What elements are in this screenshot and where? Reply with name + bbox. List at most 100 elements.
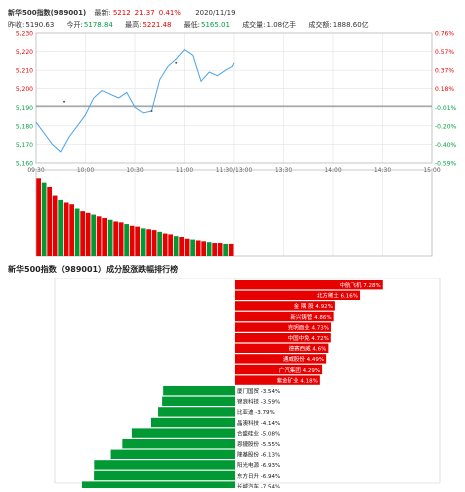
x-tick-label: 13:30 — [275, 167, 292, 174]
y-tick-label: 5,180 — [16, 123, 33, 130]
latest-label: 最新: — [94, 9, 111, 17]
high-label: 最高: — [125, 21, 142, 29]
x-tick-label: 10:30 — [126, 167, 143, 174]
volume-bar — [113, 221, 118, 256]
ranking-chart: 中航飞机 7.28% 北方稀土 6.16% 金 隅 股 4.92% 新兴铸管 4.86… — [54, 278, 441, 488]
amount-label: 成交额: — [308, 21, 332, 29]
volume-bar — [63, 202, 69, 256]
volume-bar — [102, 218, 107, 256]
bar-label: 德赛西威 4.6% — [289, 345, 327, 353]
volume-bar — [190, 239, 195, 256]
volume-bar — [36, 178, 41, 256]
bar-2 — [235, 290, 361, 300]
volume-bar — [168, 234, 173, 256]
bar-15 — [131, 428, 235, 438]
volume-label: 成交量: — [242, 21, 266, 29]
bar-13 — [158, 407, 235, 417]
change-value: 21.37 — [134, 9, 155, 17]
x-tick-label: 14:30 — [374, 167, 391, 174]
bar-label: 克明面业 4.73% — [288, 323, 329, 331]
price-line — [35, 49, 235, 153]
bar-8 — [235, 354, 327, 364]
volume-value: 1.08亿手 — [266, 21, 297, 29]
x-tick-label: 11:30/13:00 — [216, 167, 253, 174]
header-row-2: 昨收:5190.63 今开:5178.84 最高:5221.48 最低:5165… — [8, 20, 375, 30]
volume-bar — [140, 228, 146, 256]
bar-label: 阳光电源 -6.93% — [237, 461, 280, 469]
x-tick-label: 11:00 — [176, 167, 193, 174]
prev-close-label: 昨收: — [8, 21, 25, 29]
y-tick-label: 5,200 — [16, 86, 33, 93]
volume-bar — [173, 236, 179, 256]
bar-11 — [163, 386, 235, 396]
bar-20 — [81, 481, 235, 488]
date: 2020/11/19 — [195, 9, 236, 17]
low-value: 5165.01 — [201, 21, 230, 29]
bar-label: 厦门国贸 -3.54% — [237, 387, 280, 395]
ranking-title: 新华500指数（989001）成分股涨跌幅排行榜 — [8, 265, 179, 274]
volume-bar — [47, 186, 52, 256]
y-tick-label: 5,170 — [16, 142, 33, 149]
volume-bar — [96, 216, 102, 256]
volume-bar — [129, 225, 135, 256]
y-tick-label: 5,210 — [16, 68, 33, 75]
volume-bar — [162, 233, 168, 256]
price-marker — [63, 100, 66, 103]
volume-bar — [151, 230, 157, 256]
volume-bar — [69, 204, 74, 256]
y-tick-label: 5,160 — [16, 161, 33, 168]
y-right-tick-label: 0.57% — [435, 49, 454, 56]
bar-12 — [162, 396, 235, 406]
bar-19 — [94, 470, 235, 481]
plot-frame — [35, 32, 433, 164]
volume-bar — [118, 222, 124, 256]
volume-bar — [80, 211, 85, 256]
volume-bar — [223, 243, 228, 256]
bar-label: 锦浪科技 -3.59% — [237, 398, 280, 406]
low-label: 最低: — [183, 21, 200, 29]
volume-bar — [206, 242, 212, 256]
open-label: 今开: — [66, 21, 83, 29]
price-marker — [175, 61, 178, 64]
volume-bar — [179, 237, 184, 256]
volume-bar — [107, 219, 113, 256]
bar-label: 新兴铸管 4.86% — [290, 313, 331, 321]
volume-bar — [124, 224, 129, 256]
volume-bar — [58, 199, 63, 256]
bar-label: 金 隅 股 4.92% — [294, 302, 333, 310]
bar-5 — [235, 322, 332, 332]
y-right-tick-label: -0.01% — [435, 105, 457, 112]
bar-10 — [235, 375, 320, 385]
bar-label: 恩捷股份 -5.55% — [237, 440, 280, 448]
volume-bar — [91, 214, 96, 256]
bar-label: 长城汽车 -7.54% — [237, 482, 280, 488]
bar-label: 中航飞机 7.28% — [340, 281, 381, 289]
volume-bar — [135, 226, 140, 256]
volume-bar — [74, 208, 80, 256]
bar-label: 合盛硅业 -5.08% — [237, 429, 280, 437]
bar-6 — [235, 333, 331, 343]
change-pct: 0.41% — [158, 9, 181, 17]
volume-bar — [217, 243, 223, 256]
bar-label: 紫金矿业 4.18% — [277, 376, 318, 384]
bar-label: 北方稀土 6.16% — [317, 292, 358, 300]
y-tick-label: 5,190 — [16, 105, 33, 112]
volume-bar — [228, 243, 234, 256]
bar-9 — [235, 364, 323, 375]
volume-bar — [52, 195, 58, 256]
price-marker — [150, 110, 153, 112]
high-value: 5221.48 — [142, 21, 172, 29]
volume-bar — [41, 182, 47, 256]
bar-label: 通威股份 4.49% — [283, 355, 324, 363]
bar-label: 东方日升 -6.94% — [237, 472, 280, 480]
volume-bar — [212, 243, 217, 256]
bar-17 — [110, 449, 235, 459]
bar-label: 中国中免 4.72% — [288, 334, 329, 342]
bar-18 — [94, 460, 235, 470]
amount-value: 1888.60亿 — [332, 21, 369, 29]
bar-7 — [235, 343, 329, 353]
x-tick-label: 10:00 — [77, 167, 94, 174]
y-right-tick-label: 0.18% — [435, 86, 454, 93]
volume-bar — [195, 240, 201, 256]
latest-value: 5212 — [112, 9, 131, 17]
